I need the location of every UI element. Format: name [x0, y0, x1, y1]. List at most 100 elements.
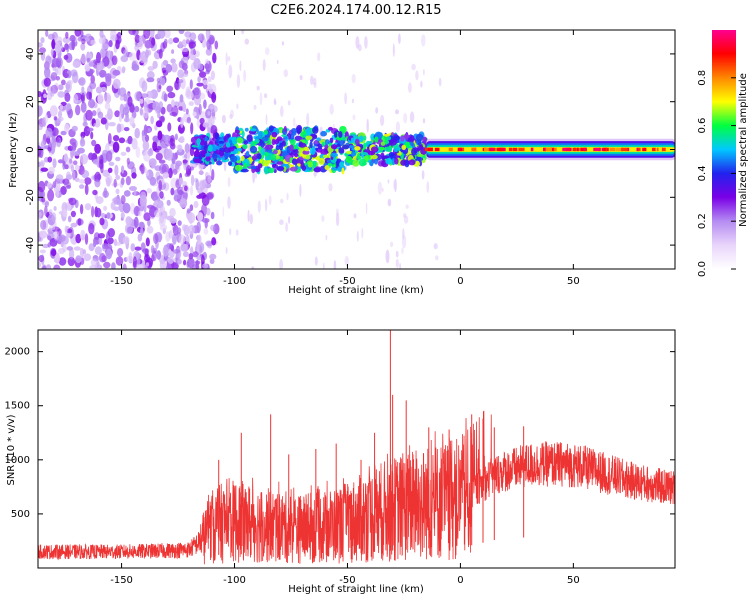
- band-core: [662, 147, 666, 152]
- noise-cell: [195, 259, 199, 269]
- noise-cell: [205, 207, 211, 216]
- noise-cell: [421, 34, 426, 47]
- noise-cell: [244, 38, 249, 45]
- band-cell: [371, 146, 379, 153]
- noise-cell: [186, 208, 191, 214]
- band-cell: [223, 147, 231, 153]
- noise-cell: [170, 58, 176, 64]
- noise-cell: [81, 86, 85, 93]
- noise-cell: [50, 48, 54, 57]
- noise-cell: [57, 159, 64, 164]
- band-cell: [211, 160, 215, 165]
- noise-cell: [185, 234, 190, 246]
- band-cell: [316, 137, 321, 142]
- band-cell: [241, 130, 245, 138]
- noise-cell: [153, 233, 159, 245]
- band-cell: [268, 167, 275, 174]
- noise-cell: [209, 36, 215, 45]
- noise-cell: [361, 227, 364, 239]
- band-cell: [234, 164, 243, 171]
- noise-cell: [107, 167, 113, 173]
- y-tick-label: 0: [25, 146, 36, 152]
- noise-cell: [111, 55, 118, 66]
- noise-cell: [139, 107, 144, 116]
- noise-cell: [276, 59, 279, 65]
- band-core: [434, 147, 440, 152]
- band-cell: [204, 140, 208, 149]
- noise-cell: [115, 156, 121, 162]
- band-cell: [307, 161, 313, 168]
- noise-cell: [81, 38, 86, 45]
- noise-cell: [110, 201, 116, 210]
- noise-cell: [202, 218, 210, 223]
- noise-cell: [120, 212, 125, 219]
- noise-cell: [67, 80, 74, 85]
- noise-cell: [38, 261, 41, 269]
- noise-cell: [53, 116, 57, 121]
- chart-title: C2E6.2024.174.00.12.R15: [270, 3, 441, 18]
- noise-cell: [211, 237, 217, 246]
- band-core: [572, 147, 576, 152]
- noise-cell: [50, 249, 57, 257]
- band-cell: [272, 149, 278, 155]
- band-cell: [321, 141, 326, 147]
- noise-cell: [64, 164, 69, 170]
- noise-cell: [42, 264, 47, 269]
- noise-cell: [146, 77, 155, 83]
- band-cell: [251, 155, 258, 161]
- noise-cell: [325, 234, 328, 241]
- noise-cell: [140, 163, 145, 175]
- noise-cell: [262, 59, 266, 71]
- colorbar-ticks: 0.0 0.2 0.4 0.6 0.8: [697, 70, 736, 277]
- noise-cell: [351, 73, 356, 84]
- noise-cell: [160, 205, 165, 213]
- noise-cell: [120, 177, 125, 186]
- noise-cell: [88, 152, 94, 160]
- noise-cell: [41, 196, 46, 203]
- noise-cell: [63, 73, 69, 78]
- noise-cell: [199, 33, 203, 41]
- y-tick-label: -40: [25, 237, 36, 253]
- noise-cell: [66, 174, 73, 180]
- noise-cell: [188, 101, 194, 106]
- noise-cell: [166, 85, 174, 93]
- noise-cell: [155, 120, 163, 128]
- noise-cell: [125, 176, 131, 186]
- noise-cell: [186, 116, 192, 124]
- snr-y-ticks: 500 1000 1500 2000: [5, 347, 675, 520]
- band-cell: [292, 131, 297, 136]
- band-cell: [260, 140, 265, 149]
- band-cell: [400, 135, 405, 142]
- noise-cell: [116, 123, 122, 133]
- y-tick-label: 40: [25, 48, 36, 61]
- noise-cell: [239, 60, 242, 72]
- noise-cell: [145, 170, 150, 177]
- noise-cell: [160, 141, 165, 149]
- noise-cell: [80, 94, 85, 102]
- noise-cell: [62, 36, 71, 44]
- band-cell: [271, 138, 276, 146]
- noise-cell: [152, 101, 160, 111]
- band-cell: [297, 163, 301, 167]
- noise-cell: [390, 241, 394, 248]
- band-cell: [330, 152, 338, 158]
- colorbar-tick-label: 0.4: [697, 165, 708, 181]
- noise-cell: [72, 60, 80, 68]
- band-core: [512, 147, 518, 152]
- noise-cell: [187, 212, 196, 224]
- noise-cell: [62, 244, 67, 253]
- noise-cell: [182, 103, 187, 113]
- noise-cell: [38, 124, 43, 131]
- noise-cell: [185, 91, 194, 100]
- noise-cell: [54, 252, 60, 264]
- noise-cell: [39, 190, 46, 199]
- noise-cell: [134, 246, 142, 251]
- noise-cell: [351, 98, 354, 104]
- band-cell: [351, 151, 356, 157]
- x-tick-label: 50: [567, 575, 580, 586]
- band-cell: [228, 161, 233, 167]
- noise-cell: [172, 224, 179, 236]
- noise-cell: [169, 243, 174, 250]
- band-cell: [338, 131, 343, 138]
- band-cell: [289, 144, 294, 152]
